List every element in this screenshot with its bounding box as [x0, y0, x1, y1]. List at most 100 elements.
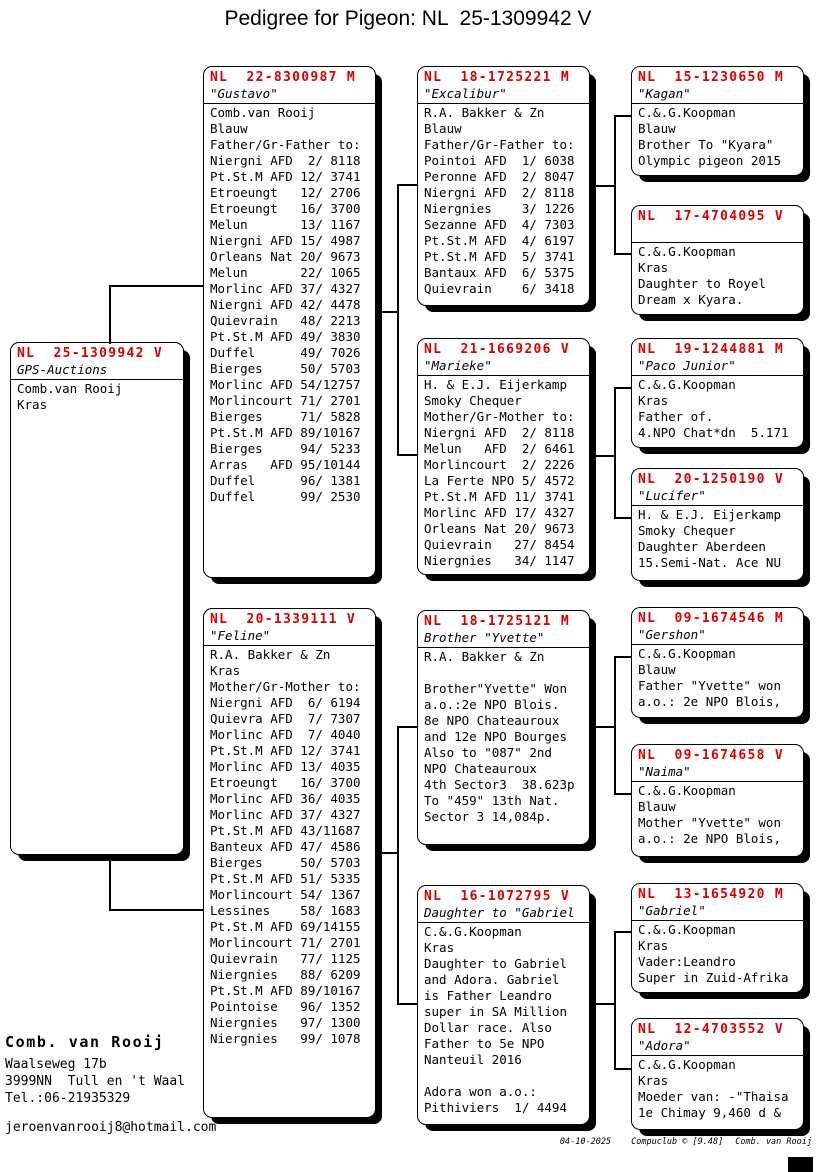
box-body: C.&.G.Koopman Blauw Brother To "Kyara" Olym… — [638, 105, 797, 169]
pedigree-line: C.&.G.Koopman — [638, 646, 736, 661]
box-divider — [204, 103, 375, 104]
pedigree-line: Also to "087" 2nd — [424, 745, 552, 760]
pedigree-box-lucifer: NL 20-1250190 V "Lucifer" H. & E.J. Eijerk… — [631, 468, 804, 581]
pedigree-line: Brother"Yvette" Won — [424, 681, 567, 696]
pedigree-line: C.&.G.Koopman — [638, 783, 736, 798]
pedigree-line: Morlincourt 71/ 2701 — [210, 935, 361, 950]
box-divider — [632, 242, 803, 243]
pedigree-line: Pointoi AFD 1/ 6038 — [424, 153, 575, 168]
box-divider — [11, 379, 183, 380]
breeder-email: jeroenvanrooij8@hotmail.com — [5, 1120, 217, 1135]
ring-number: NL 13-1654920 M — [638, 887, 785, 902]
pedigree-line: Etroeungt 16/ 3700 — [210, 201, 361, 216]
pedigree-line: Olympic pigeon 2015 — [638, 153, 781, 168]
pedigree-line: R.A. Bakker & Zn — [210, 647, 331, 662]
connector-line — [109, 285, 111, 344]
pedigree-line: Niergnies 34/ 1147 — [424, 553, 575, 568]
pedigree-line: Orleans Nat 20/ 9673 — [210, 249, 361, 264]
pedigree-line: Pt.St.M AFD 69/14155 — [210, 919, 361, 934]
pedigree-line: Mother/Gr-Mother to: — [210, 679, 361, 694]
pedigree-line: Blauw — [638, 799, 676, 814]
pedigree-line: Comb.van Rooij — [17, 381, 123, 396]
box-divider — [204, 645, 375, 646]
pedigree-line: Morlinc AFD 36/ 4035 — [210, 791, 361, 806]
connector-line — [109, 285, 203, 287]
connector-line — [376, 311, 399, 313]
pedigree-line: Smoky Chequer — [638, 523, 736, 538]
footer-owner: Comb. van Rooij — [735, 1137, 812, 1147]
pedigree-box-kagan: NL 15-1230650 M "Kagan" C.&.G.Koopman Blauw… — [631, 66, 804, 176]
pedigree-line: Quievrain 48/ 2213 — [210, 313, 361, 328]
pedigree-line: C.&.G.Koopman — [638, 105, 736, 120]
pedigree-line: Adora won a.o.: — [424, 1084, 537, 1099]
pedigree-line: Morlinc AFD 54/12757 — [210, 377, 361, 392]
footer-date: 04-10-2025 — [559, 1137, 612, 1147]
ring-number: NL 22-8300987 M — [210, 70, 357, 85]
connector-line — [397, 184, 399, 456]
pedigree-line: Pt.St.M AFD 89/10167 — [210, 983, 361, 998]
pedigree-line: Niergni AFD 15/ 4987 — [210, 233, 361, 248]
ring-number: NL 12-4703552 V — [638, 1022, 785, 1037]
pedigree-line: Lessines 58/ 1683 — [210, 903, 361, 918]
pedigree-line: and Adora. Gabriel — [424, 972, 560, 987]
connector-line — [397, 184, 417, 186]
pedigree-line: R.A. Bakker & Zn — [424, 649, 545, 664]
pedigree-line: Etroeungt 12/ 2706 — [210, 185, 361, 200]
pedigree-line: Blauw — [638, 662, 676, 677]
pedigree-line: Blauw — [424, 121, 462, 136]
pedigree-box-gabriel: NL 13-1654920 M "Gabriel" C.&.G.Koopman Kra… — [631, 883, 804, 993]
pedigree-line: C.&.G.Koopman — [424, 924, 522, 939]
box-body: C.&.G.Koopman Blauw Father "Yvette" won a.o… — [638, 646, 797, 710]
pedigree-line: Pt.St.M AFD 12/ 3741 — [210, 743, 361, 758]
pedigree-line: Kras — [210, 663, 241, 678]
pedigree-line: Niergnies 3/ 1226 — [424, 201, 575, 216]
pedigree-line: Morlinc AFD 37/ 4327 — [210, 807, 361, 822]
pedigree-line: C.&.G.Koopman — [638, 1057, 736, 1072]
pedigree-box-gershon: NL 09-1674546 M "Gershon" C.&.G.Koopman Bla… — [631, 607, 804, 718]
pedigree-line: Peronne AFD 2/ 8047 — [424, 169, 575, 184]
pedigree-line: and 12e NPO Bourges — [424, 729, 567, 744]
pigeon-name: GPS-Auctions — [17, 362, 108, 377]
pedigree-line: Kras — [424, 940, 455, 955]
pigeon-name: "Gershon" — [638, 627, 706, 642]
pedigree-line: Pt.St.M AFD 4/ 6197 — [424, 233, 575, 248]
pedigree-line: Kras — [638, 393, 669, 408]
pedigree-line: Kras — [638, 1073, 669, 1088]
pedigree-line: Pt.St.M AFD 5/ 3741 — [424, 249, 575, 264]
pedigree-line: 8e NPO Chateauroux — [424, 713, 560, 728]
footer: 04-10-2025 Compuclub © [9.48] Comb. van Ro… — [560, 1137, 812, 1147]
connector-line — [614, 517, 631, 519]
box-divider — [418, 103, 589, 104]
corner-mark — [788, 1157, 813, 1172]
pedigree-line: Pt.St.M AFD 12/ 3741 — [210, 169, 361, 184]
ring-number: NL 15-1230650 M — [638, 70, 785, 85]
breeder-address-line2: 3999NN Tull en 't Waal — [5, 1074, 186, 1089]
box-divider — [418, 922, 589, 923]
pedigree-line: Mother/Gr-Mother to: — [424, 409, 575, 424]
box-body: C.&.G.Koopman Kras Vader:Leandro Super in Z… — [638, 922, 797, 986]
connector-line — [590, 1003, 616, 1005]
pedigree-line: Moeder van: -"Thaisa — [638, 1089, 789, 1104]
pigeon-name: "Lucifer" — [638, 488, 706, 503]
pedigree-line: Morlinc AFD 13/ 4035 — [210, 759, 361, 774]
box-divider — [632, 375, 803, 376]
box-body: Comb.van Rooij Kras — [17, 381, 177, 413]
pedigree-line: Sector 3 14,084p. — [424, 809, 552, 824]
pedigree-line: Duffel 96/ 1381 — [210, 473, 361, 488]
connector-line — [109, 909, 203, 911]
pedigree-line — [424, 1068, 583, 1084]
box-body: H. & E.J. Eijerkamp Smoky Chequer Daughter… — [638, 507, 797, 571]
ring-number: NL 18-1725121 M — [424, 614, 571, 629]
pedigree-line: C.&.G.Koopman — [638, 922, 736, 937]
pedigree-line: Duffel 99/ 2530 — [210, 489, 361, 504]
pedigree-box-gustavo: NL 22-8300987 M "Gustavo" Comb.van Rooij Bl… — [203, 66, 376, 578]
connector-line — [614, 656, 631, 658]
pedigree-line: Quievrain 77/ 1125 — [210, 951, 361, 966]
pedigree-line: Daughter Aberdeen — [638, 539, 766, 554]
ring-number: NL 25-1309942 V — [17, 346, 164, 361]
pedigree-line: Dollar race. Also — [424, 1020, 552, 1035]
pedigree-line: Smoky Chequer — [424, 393, 522, 408]
breeder-name: Comb. van Rooij — [5, 1033, 165, 1051]
pedigree-line: Melun 22/ 1065 — [210, 265, 361, 280]
ring-number: NL 18-1725221 M — [424, 70, 571, 85]
